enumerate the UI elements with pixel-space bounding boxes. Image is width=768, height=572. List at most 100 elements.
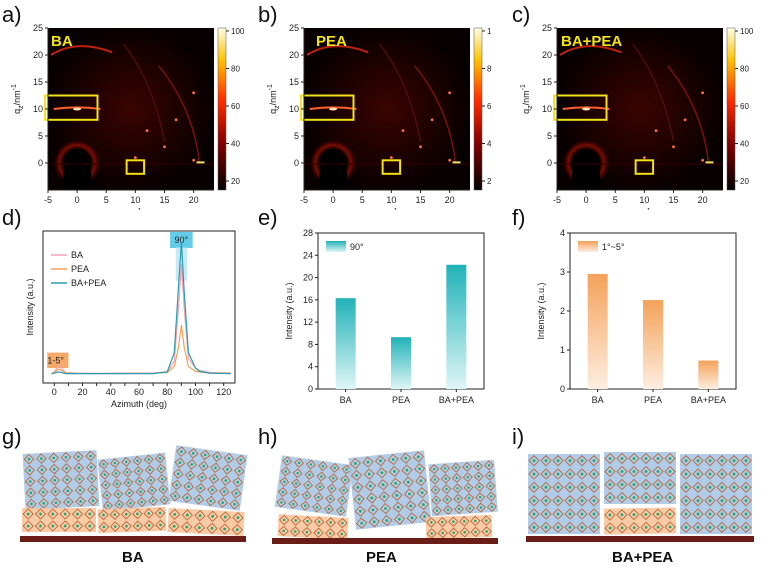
metal-site (463, 531, 466, 534)
octahedron (552, 481, 564, 494)
octahedron (448, 516, 459, 527)
bar-chart-90deg: 0 4 8 12 16 20 24 28 BA PEA BA+PEA Intensity (a.u.)… (284, 228, 485, 405)
octahedron (463, 482, 474, 493)
legend-entry: 90° (350, 242, 364, 252)
giwaxs-map-2: 25 20 15 10 5 0 -5 0 5 10 15 20 qz/nm-1 qxy/nm-1 100 80… (520, 23, 754, 210)
metal-site (126, 471, 129, 474)
octahedron (282, 456, 293, 467)
metal-site (452, 520, 455, 523)
octahedron (144, 464, 155, 475)
octahedron (640, 508, 652, 521)
diffraction-arc (158, 65, 201, 164)
octahedron (84, 508, 96, 520)
metal-site (452, 531, 455, 534)
octahedron (349, 457, 362, 470)
metal-site (26, 524, 30, 528)
octahedron (145, 475, 156, 486)
y-tick-label: 0 (294, 158, 299, 168)
octahedron (451, 473, 462, 484)
octahedron (418, 510, 431, 523)
metal-site (568, 512, 572, 516)
metal-site (124, 460, 128, 464)
metal-site (434, 488, 437, 492)
octahedron (390, 477, 402, 490)
metal-site (668, 457, 672, 460)
metal-site (435, 509, 439, 512)
octahedron (59, 520, 71, 532)
octahedron (312, 502, 323, 513)
octahedron (75, 496, 86, 507)
octahedron (305, 459, 316, 470)
metal-site (78, 488, 82, 492)
octahedron (481, 526, 492, 537)
metal-site (124, 512, 128, 516)
metal-site (708, 472, 712, 476)
metal-site (668, 470, 672, 473)
lattice-horizontal (97, 506, 167, 534)
octahedron (552, 521, 564, 534)
series-line-pea (51, 324, 231, 375)
octahedron (616, 522, 628, 534)
legend-entry: BA (71, 250, 83, 260)
metal-site (410, 516, 414, 520)
octahedron (154, 507, 166, 519)
metal-site (366, 460, 370, 464)
octahedron (442, 504, 453, 515)
metal-site (632, 496, 636, 499)
metal-site (30, 502, 33, 506)
octahedron (692, 494, 704, 507)
metal-site (27, 457, 31, 461)
x-tick-label: 10 (639, 195, 649, 205)
octahedron (198, 460, 209, 472)
metal-site (185, 513, 189, 517)
metal-site (41, 490, 45, 494)
metal-site (379, 459, 382, 463)
metal-site (185, 496, 189, 499)
octahedron (652, 491, 664, 504)
metal-site (178, 461, 182, 465)
octahedron (588, 508, 600, 520)
octahedron (432, 505, 443, 516)
octahedron (728, 508, 740, 520)
metal-site (632, 470, 636, 473)
bar-chart-1-5deg: 0 1 2 3 4 BA PEA BA+PEA Intensity (a.u.) 1°~5° (536, 228, 737, 405)
metal-site (223, 515, 227, 519)
octahedron (652, 478, 664, 491)
metal-site (40, 468, 44, 472)
metal-site (696, 472, 700, 476)
legend-swatch (578, 241, 598, 252)
diffraction-arc (667, 65, 710, 164)
metal-site (129, 502, 132, 505)
x-tick-label: 5 (104, 195, 109, 205)
metal-site (203, 453, 207, 457)
diffraction-spot (192, 91, 196, 95)
metal-site (592, 485, 596, 489)
metal-site (360, 521, 364, 525)
octahedron (208, 473, 220, 485)
metal-site (696, 525, 700, 529)
x-tick-label: 0 (75, 195, 80, 205)
metal-site (339, 509, 343, 512)
metal-site (456, 487, 459, 490)
metal-site (63, 512, 67, 516)
octahedron (604, 491, 616, 504)
x-tick-label: PEA (392, 395, 410, 405)
x-tick-label: 60 (134, 387, 144, 397)
metal-site (224, 479, 228, 482)
octahedron (206, 522, 218, 534)
colorbar-tick-label: 80 (231, 65, 240, 74)
octahedron (157, 474, 168, 485)
octahedron (704, 468, 716, 480)
metal-site (138, 480, 141, 483)
metal-site (592, 512, 596, 516)
diffraction-spot (174, 118, 178, 122)
octahedron (47, 520, 59, 532)
lattice-block (528, 454, 600, 534)
octahedron (652, 521, 664, 533)
octahedron (540, 494, 552, 507)
bar-pea (391, 337, 411, 389)
octahedron (652, 508, 664, 520)
colorbar-tick-label: 40 (231, 140, 240, 149)
diffraction-arc (632, 43, 675, 142)
octahedron (481, 515, 492, 526)
